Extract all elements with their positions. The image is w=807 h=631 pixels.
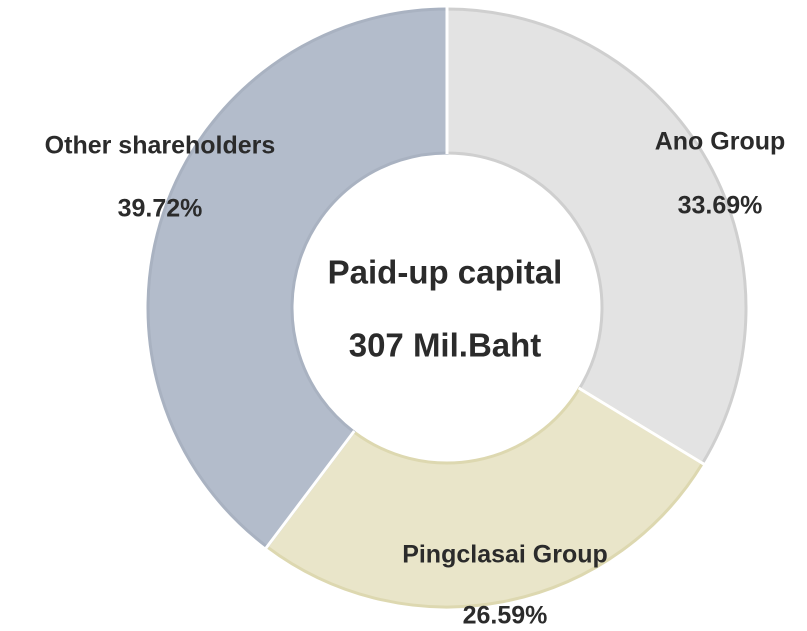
value-label: 26.59% [463, 602, 548, 630]
slice-label: Pingclasai Group [402, 541, 608, 569]
slice [264, 386, 705, 609]
slice-label: Ano Group [655, 128, 786, 156]
slice-separator [577, 386, 706, 466]
value-label: 39.72% [118, 195, 203, 223]
center-title: Paid-up capital [328, 254, 563, 291]
slice [146, 7, 449, 549]
slices [146, 7, 748, 609]
slice [445, 7, 748, 466]
value-label: 33.69% [678, 192, 763, 220]
slice-label: Other shareholders [45, 132, 276, 160]
slice-separator [264, 430, 356, 550]
center-value: 307 Mil.Baht [349, 327, 542, 364]
